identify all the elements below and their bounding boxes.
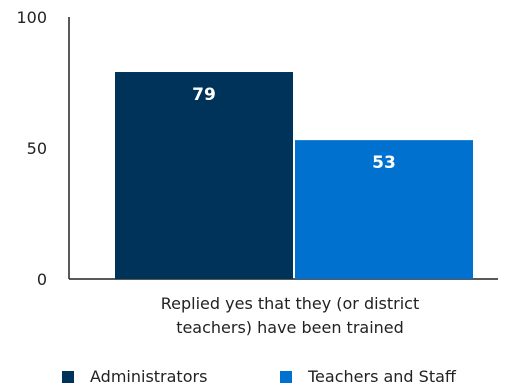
y-axis: 0 50 100 [16,8,70,289]
category-label-line-2: teachers) have been trained [176,318,404,337]
bars [115,72,473,280]
category-label-line-1: Replied yes that they (or district [161,294,420,313]
y-tick-label: 50 [27,139,47,158]
bar-administrators [115,72,293,280]
data-label-administrators: 79 [192,85,216,105]
legend: Administrators Teachers and Staff [62,367,457,386]
data-labels: 79 53 [192,85,396,173]
legend-label-teachers-and-staff: Teachers and Staff [307,367,457,386]
category-labels: Replied yes that they (or district teach… [161,294,420,337]
legend-label-administrators: Administrators [90,367,207,386]
data-label-teachers-and-staff: 53 [372,153,396,173]
y-tick-label: 0 [37,270,47,289]
legend-swatch-teachers-and-staff [280,371,292,383]
y-tick-label: 100 [16,8,47,27]
legend-swatch-administrators [62,371,74,383]
bar-teachers-and-staff [295,140,473,279]
